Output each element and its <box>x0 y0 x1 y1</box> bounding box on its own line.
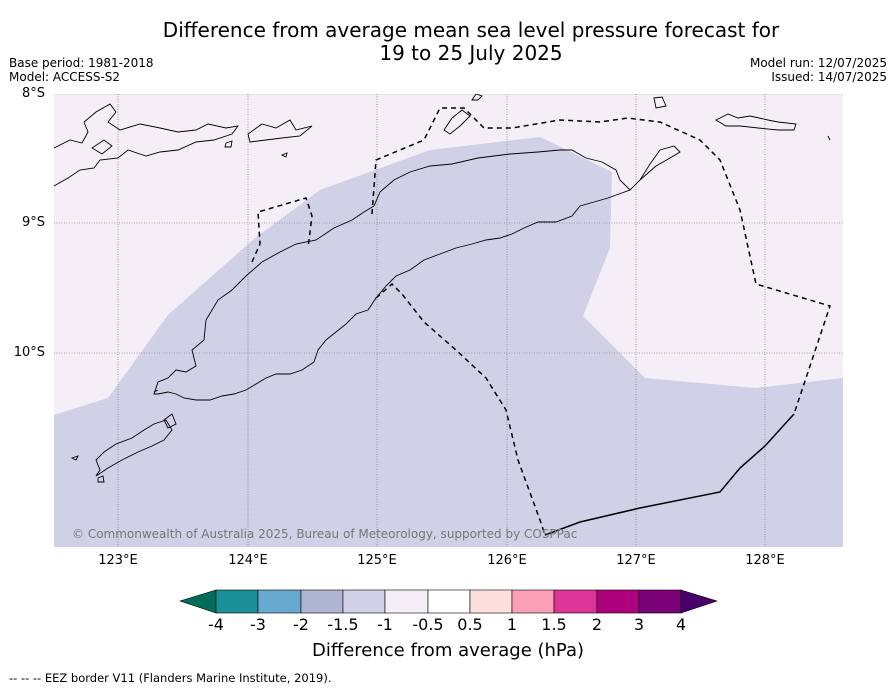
map-layers <box>54 94 843 547</box>
model-run-text: Model run: 12/07/2025 <box>749 56 887 70</box>
colorbar-segment <box>596 589 640 614</box>
model-text: Model: ACCESS-S2 <box>9 70 121 84</box>
colorbar-tick: -4 <box>208 615 224 634</box>
eez-footnote: -- -- -- EEZ border V11 (Flanders Marine… <box>9 671 332 685</box>
colorbar-title: Difference from average (hPa) <box>311 640 585 661</box>
meta-right: Model run: 12/07/2025 Issued: 14/07/2025 <box>750 56 887 84</box>
colorbar-tick: 2 <box>591 615 603 634</box>
lon-label-124e: 124°E <box>228 553 268 568</box>
colorbar-segment <box>469 589 513 614</box>
colorbar-segment <box>342 589 386 614</box>
colorbar-arrow-high <box>680 589 718 614</box>
lat-label-8s: 8°S <box>21 86 45 101</box>
base-period-text: Base period: 1981-2018 <box>9 56 154 70</box>
colorbar-segment <box>384 589 429 614</box>
colorbar-tick: 0.5 <box>457 615 483 634</box>
colorbar-tick: -2 <box>293 615 309 634</box>
colorbar-tick: -1 <box>377 615 393 634</box>
colorbar-tick: -0.5 <box>412 615 444 634</box>
colorbar-segment <box>300 589 344 614</box>
title-line-1: Difference from average mean sea level p… <box>162 18 780 42</box>
colorbar-tick: 1 <box>506 615 518 634</box>
colorbar-segment <box>215 589 259 614</box>
colorbar-tick: 4 <box>675 615 687 634</box>
lon-label-126e: 126°E <box>487 553 527 568</box>
colorbar <box>179 589 718 614</box>
colorbar-tick: 1.5 <box>541 615 567 634</box>
colorbar-tick: -3 <box>250 615 266 634</box>
lon-label-123e: 123°E <box>98 553 138 568</box>
coastlines <box>54 94 831 483</box>
chart-title: Difference from average mean sea level p… <box>100 19 842 65</box>
lat-label-9s: 9°S <box>21 215 45 230</box>
graticule <box>54 94 843 547</box>
colorbar-tick: -1.5 <box>327 615 359 634</box>
colorbar-segment <box>257 589 302 614</box>
lat-label-10s: 10°S <box>13 345 45 360</box>
colorbar-segment <box>553 589 598 614</box>
eez-solid-segment <box>544 413 795 536</box>
colorbar-arrow-low <box>179 589 217 614</box>
copyright-text: © Commonwealth of Australia 2025, Bureau… <box>72 527 578 541</box>
colorbar-segment <box>638 589 682 614</box>
eez-borders <box>251 107 831 536</box>
colorbar-segment <box>427 589 471 614</box>
colorbar-tick: 3 <box>633 615 645 634</box>
anomaly-area-medium <box>54 137 843 547</box>
lon-label-127e: 127°E <box>616 553 656 568</box>
issued-text: Issued: 14/07/2025 <box>771 70 887 84</box>
colorbar-segment <box>511 589 555 614</box>
lon-label-125e: 125°E <box>357 553 397 568</box>
title-line-2: 19 to 25 July 2025 <box>379 41 563 65</box>
meta-left: Base period: 1981-2018 Model: ACCESS-S2 <box>9 56 154 84</box>
lon-label-128e: 128°E <box>745 553 785 568</box>
